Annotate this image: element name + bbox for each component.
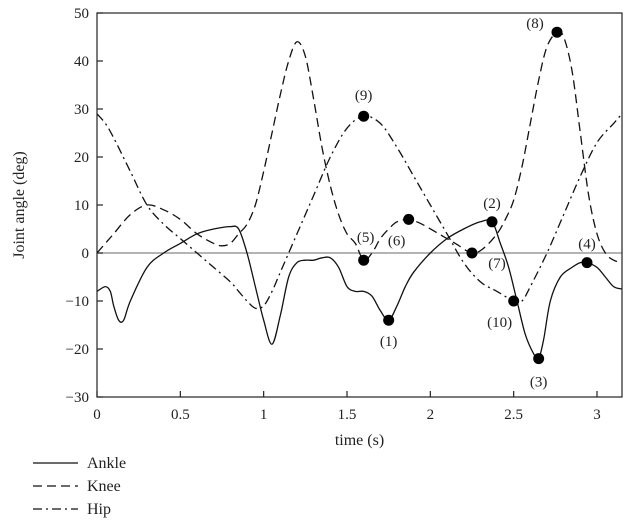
event-marker [466, 247, 478, 259]
legend: Ankle Knee Hip [33, 455, 126, 518]
event-marker [358, 254, 370, 266]
event-marker [581, 257, 593, 269]
x-axis-ticks: 0 0.5 1 1.5 2 2.5 3 [93, 391, 601, 423]
event-marker [551, 26, 563, 38]
event-marker [533, 353, 545, 365]
event-marker-label: (5) [357, 230, 375, 246]
series-line-knee [96, 30, 623, 264]
x-tick-label: 1 [260, 407, 268, 423]
event-marker-label: (2) [483, 196, 501, 212]
y-tick-label: −20 [66, 342, 89, 358]
event-marker [358, 110, 370, 122]
event-marker [486, 216, 498, 228]
event-marker-label: (6) [388, 233, 406, 249]
x-tick-label: 0 [93, 407, 101, 423]
x-tick-label: 3 [593, 407, 601, 423]
x-tick-label: 2 [427, 407, 435, 423]
x-axis-label: time (s) [335, 432, 384, 449]
y-tick-label: −30 [66, 390, 89, 406]
x-tick-label: 0.5 [171, 407, 190, 423]
legend-label: Hip [87, 501, 111, 518]
x-tick-label: 1.5 [338, 407, 357, 423]
event-marker [403, 213, 415, 225]
y-axis-label: Joint angle (deg) [11, 151, 28, 259]
event-marker-label: (9) [355, 88, 373, 104]
series-line-hip [96, 113, 623, 310]
event-marker [508, 295, 520, 307]
y-tick-label: 0 [82, 246, 90, 262]
event-marker-label: (4) [578, 237, 596, 253]
y-tick-label: −10 [66, 294, 89, 310]
axis-layer: 0 0.5 1 1.5 2 2.5 3 −30 −20 −10 0 10 20 30 40 50 time … [11, 6, 623, 449]
event-marker-label: (3) [530, 375, 548, 391]
series-line-ankle [96, 219, 623, 361]
legend-label: Knee [87, 478, 121, 495]
y-tick-label: 20 [74, 150, 89, 166]
y-tick-label: 40 [74, 54, 89, 70]
legend-label: Ankle [87, 455, 126, 472]
event-marker-label: (10) [487, 315, 512, 331]
x-tick-label: 2.5 [504, 407, 523, 423]
event-marker-label: (8) [526, 16, 544, 32]
marker-layer: (1) (2) (3) (4) (5) (6) (7) (8) (9) (10) [355, 16, 596, 390]
y-tick-label: 10 [74, 198, 89, 214]
event-marker-label: (1) [380, 334, 398, 350]
y-axis-ticks: −30 −20 −10 0 10 20 30 40 50 [66, 6, 103, 406]
y-tick-label: 50 [74, 6, 89, 22]
series-layer [96, 30, 623, 361]
event-marker [383, 314, 395, 326]
event-marker-label: (7) [488, 256, 506, 272]
y-tick-label: 30 [74, 102, 89, 118]
